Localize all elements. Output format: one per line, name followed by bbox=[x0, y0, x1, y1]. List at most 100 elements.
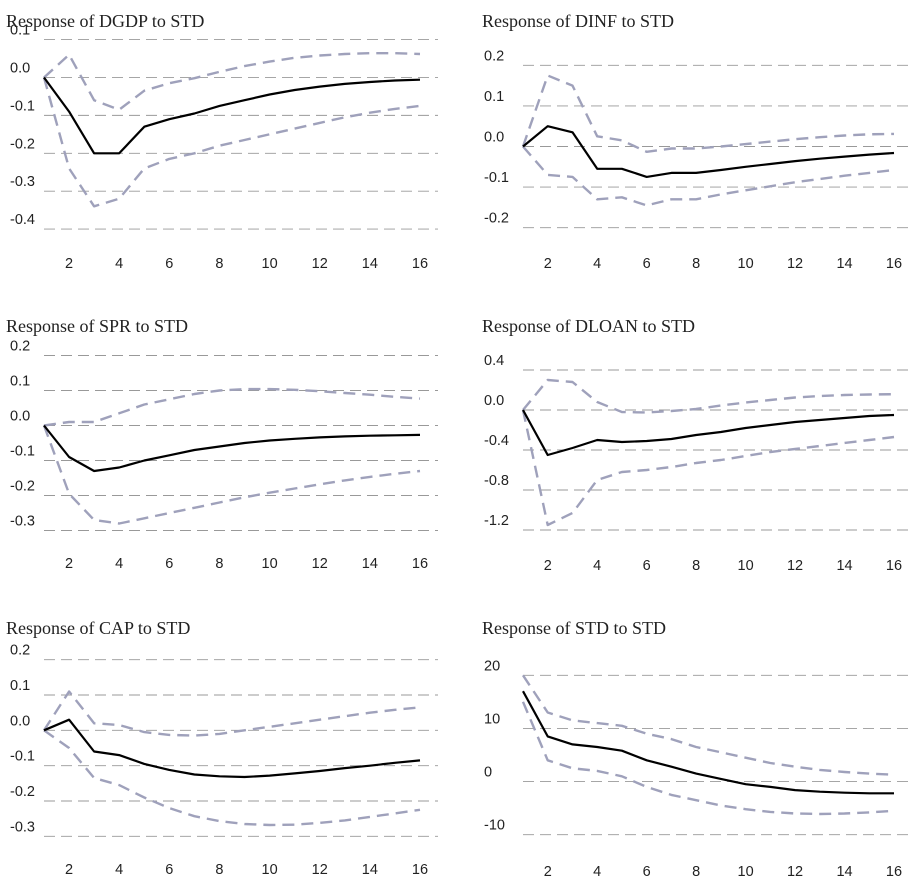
y-tick-label: 0.1 bbox=[10, 23, 30, 39]
x-tick-label: 10 bbox=[262, 256, 278, 272]
upper-band-line bbox=[522, 674, 895, 776]
x-tick-label: 4 bbox=[593, 864, 601, 880]
y-tick-label: 0.2 bbox=[10, 643, 30, 659]
response-line bbox=[43, 718, 421, 779]
irf-chart-cap: Response of CAP to STD 0.2 0.1 0.0 -0.1 -0.2… bbox=[6, 618, 438, 878]
y-tick-label: 0.0 bbox=[10, 409, 30, 425]
y-tick-label: -0.8 bbox=[484, 473, 509, 489]
x-tick-labels: 2 4 6 8 10 12 14 16 bbox=[544, 864, 902, 880]
series-lines bbox=[521, 674, 895, 816]
x-tick-label: 10 bbox=[738, 864, 754, 880]
x-tick-label: 16 bbox=[886, 864, 902, 880]
y-tick-label: 0.0 bbox=[10, 60, 30, 76]
x-tick-label: 14 bbox=[362, 556, 378, 572]
x-tick-label: 6 bbox=[165, 256, 173, 272]
series-lines bbox=[42, 387, 421, 525]
y-tick-label: -0.2 bbox=[10, 136, 35, 152]
x-tick-label: 4 bbox=[593, 256, 601, 272]
x-tick-label: 16 bbox=[412, 556, 428, 572]
x-tick-label: 2 bbox=[544, 256, 552, 272]
x-tick-label: 4 bbox=[593, 558, 601, 574]
x-tick-label: 2 bbox=[65, 256, 73, 272]
x-tick-label: 12 bbox=[787, 558, 803, 574]
irf-chart-dinf: Response of DINF to STD 0.2 0.1 0.0 -0.1 -0.… bbox=[482, 11, 912, 272]
x-tick-labels: 2 4 6 8 10 12 14 16 bbox=[65, 862, 428, 878]
x-tick-label: 8 bbox=[692, 864, 700, 880]
lower-band-line bbox=[43, 729, 421, 827]
series-lines bbox=[521, 74, 895, 207]
x-tick-label: 10 bbox=[262, 556, 278, 572]
chart-panel-spr: Response of SPR to STD 0.2 0.1 0.0 -0.1 -0.2… bbox=[0, 300, 450, 575]
x-tick-label: 8 bbox=[215, 256, 223, 272]
y-tick-labels: 0.4 0.0 -0.4 -0.8 -1.2 bbox=[484, 353, 509, 529]
y-tick-label: 0.4 bbox=[484, 353, 504, 369]
x-tick-label: 8 bbox=[692, 558, 700, 574]
irf-chart-dgdp: Response of DGDP to STD 0.1 0.0 -0.1 -0.2 -0… bbox=[6, 11, 438, 272]
gridlines bbox=[523, 64, 912, 229]
x-tick-labels: 2 4 6 8 10 12 14 16 bbox=[544, 256, 902, 272]
y-tick-label: 0.0 bbox=[484, 393, 504, 409]
y-tick-label: -0.1 bbox=[10, 98, 35, 114]
y-tick-label: -0.1 bbox=[10, 444, 35, 460]
y-tick-label: -0.4 bbox=[484, 433, 509, 449]
y-tick-label: 0.1 bbox=[10, 374, 30, 390]
x-tick-labels: 2 4 6 8 10 12 14 16 bbox=[65, 256, 428, 272]
x-tick-label: 2 bbox=[65, 556, 73, 572]
chart-panel-dloan: Response of DLOAN to STD 0.4 0.0 -0.4 -0.8 -… bbox=[474, 300, 919, 575]
upper-band-line bbox=[43, 387, 421, 427]
x-tick-labels: 2 4 6 8 10 12 14 16 bbox=[65, 556, 428, 572]
y-tick-label: -0.4 bbox=[10, 212, 35, 228]
x-tick-label: 4 bbox=[115, 556, 123, 572]
y-tick-label: 0.2 bbox=[10, 339, 30, 355]
gridlines bbox=[44, 355, 438, 531]
series-lines bbox=[42, 52, 421, 208]
y-tick-labels: 0.2 0.1 0.0 -0.1 -0.2 bbox=[484, 48, 509, 226]
x-tick-label: 2 bbox=[544, 864, 552, 880]
y-tick-labels: 20 10 0 -10 bbox=[484, 658, 505, 833]
x-tick-label: 10 bbox=[738, 558, 754, 574]
x-tick-label: 6 bbox=[643, 864, 651, 880]
x-tick-label: 16 bbox=[886, 558, 902, 574]
x-tick-label: 6 bbox=[165, 862, 173, 878]
upper-band-line bbox=[43, 52, 421, 111]
upper-band-line bbox=[521, 74, 895, 154]
x-tick-label: 16 bbox=[412, 862, 428, 878]
y-tick-label: 20 bbox=[484, 658, 500, 674]
x-tick-label: 12 bbox=[312, 256, 328, 272]
y-tick-label: -0.2 bbox=[484, 211, 509, 227]
lower-band-line bbox=[42, 77, 421, 208]
response-line bbox=[522, 690, 894, 795]
chart-title: Response of STD to STD bbox=[482, 618, 666, 638]
x-tick-label: 12 bbox=[787, 864, 803, 880]
x-tick-label: 4 bbox=[115, 256, 123, 272]
upper-band-line bbox=[42, 690, 421, 737]
chart-title: Response of DLOAN to STD bbox=[482, 316, 695, 336]
y-tick-label: -0.2 bbox=[10, 784, 35, 800]
irf-chart-dloan: Response of DLOAN to STD 0.4 0.0 -0.4 -0.8 -… bbox=[482, 316, 912, 574]
irf-chart-std: Response of STD to STD 20 10 0 -10 2 4 6 8 10 12… bbox=[482, 618, 912, 880]
y-tick-label: -0.2 bbox=[10, 479, 35, 495]
x-tick-label: 12 bbox=[312, 862, 328, 878]
y-tick-labels: 0.1 0.0 -0.1 -0.2 -0.3 -0.4 bbox=[10, 23, 35, 228]
y-tick-labels: 0.2 0.1 0.0 -0.1 -0.2 -0.3 bbox=[10, 643, 35, 836]
x-tick-label: 10 bbox=[262, 862, 278, 878]
x-tick-label: 2 bbox=[65, 862, 73, 878]
chart-title: Response of DINF to STD bbox=[482, 11, 674, 31]
y-tick-labels: 0.2 0.1 0.0 -0.1 -0.2 -0.3 bbox=[10, 339, 35, 530]
y-tick-label: 0.1 bbox=[484, 89, 504, 105]
x-tick-label: 10 bbox=[738, 256, 754, 272]
irf-chart-spr: Response of SPR to STD 0.2 0.1 0.0 -0.1 -0.2… bbox=[6, 316, 438, 572]
series-lines bbox=[42, 690, 421, 827]
chart-title: Response of DGDP to STD bbox=[6, 11, 204, 31]
y-tick-label: -0.3 bbox=[10, 514, 35, 530]
y-tick-label: 10 bbox=[484, 711, 500, 727]
x-tick-label: 2 bbox=[544, 558, 552, 574]
gridlines bbox=[44, 39, 438, 230]
x-tick-label: 14 bbox=[836, 256, 852, 272]
y-tick-label: -1.2 bbox=[484, 513, 509, 529]
lower-band-line bbox=[521, 701, 895, 816]
x-tick-label: 8 bbox=[215, 556, 223, 572]
chart-panel-std: Response of STD to STD 20 10 0 -10 2 4 6 8 10 12… bbox=[474, 606, 919, 881]
y-tick-label: 0.0 bbox=[10, 713, 30, 729]
x-tick-label: 14 bbox=[836, 864, 852, 880]
